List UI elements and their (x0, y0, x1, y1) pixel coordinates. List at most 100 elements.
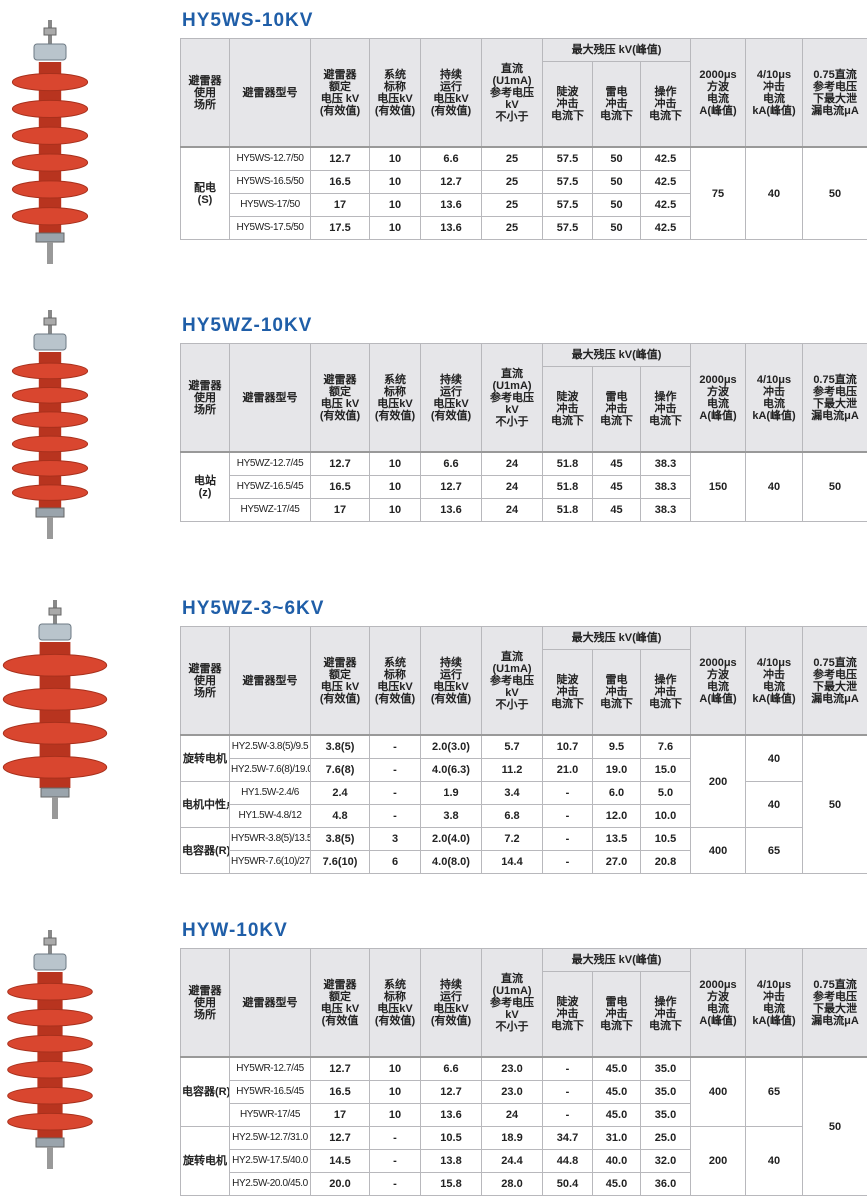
value-cell: 12.7 (311, 1127, 370, 1150)
value-cell: 7.6 (641, 735, 691, 759)
value-cell: 17 (311, 194, 370, 217)
model-cell: HY5WR-7.6(10)/27.0 (230, 851, 311, 874)
arrester-product-image (10, 20, 90, 265)
value-cell: 57.5 (543, 217, 593, 240)
value-cell: 57.5 (543, 194, 593, 217)
value-cell: 6.6 (421, 147, 482, 171)
value-cell: 12.7 (311, 452, 370, 476)
value-cell: 45 (593, 476, 641, 499)
value-cell: 6 (370, 851, 421, 874)
value-cell: 65 (746, 1057, 803, 1127)
header-lightning: 雷电冲击电流下 (593, 62, 641, 148)
value-cell: 20.8 (641, 851, 691, 874)
value-cell: 40 (746, 452, 803, 522)
header-switching: 操作冲击电流下 (641, 650, 691, 736)
value-cell: 2.4 (311, 782, 370, 805)
value-cell: 3.8(5) (311, 735, 370, 759)
value-cell: - (543, 782, 593, 805)
value-cell: 51.8 (543, 476, 593, 499)
value-cell: 10 (370, 1104, 421, 1127)
model-cell: HY5WS-16.5/50 (230, 171, 311, 194)
value-cell: - (543, 805, 593, 828)
value-cell: 45.0 (593, 1104, 641, 1127)
value-cell: 44.8 (543, 1150, 593, 1173)
table-row: 电机中性点HY1.5W-2.4/62.4-1.93.4-6.05.040 (181, 782, 867, 805)
value-cell: 6.6 (421, 452, 482, 476)
value-cell: 38.3 (641, 499, 691, 522)
header-lightning: 雷电冲击电流下 (593, 972, 641, 1058)
spec-table: 避雷器使用场所避雷器型号避雷器额定电压 kV(有效值)系统标称电压kV(有效值)… (180, 626, 867, 874)
value-cell: 6.6 (421, 1057, 482, 1081)
value-cell: 38.3 (641, 452, 691, 476)
header-system-voltage: 系统标称电压kV(有效值) (370, 627, 421, 736)
value-cell: 5.7 (482, 735, 543, 759)
value-cell: 200 (691, 735, 746, 828)
value-cell: 15.8 (421, 1173, 482, 1196)
value-cell: 35.0 (641, 1057, 691, 1081)
section-title: HYW-10KV (182, 920, 288, 942)
header-max-residual: 最大残压 kV(峰值) (543, 949, 691, 972)
model-cell: HY5WZ-16.5/45 (230, 476, 311, 499)
header-steep-wave: 陡波冲击电流下 (543, 650, 593, 736)
place-cell: 电容器(R) (181, 1057, 230, 1127)
value-cell: 27.0 (593, 851, 641, 874)
value-cell: 12.7 (421, 1081, 482, 1104)
header-continuous-voltage: 持续运行电压kV(有效值) (421, 344, 482, 453)
value-cell: - (370, 1173, 421, 1196)
value-cell: 40 (746, 147, 803, 240)
spec-table: 避雷器使用场所避雷器型号避雷器额定电压 kV(有效值)系统标称电压kV(有效值)… (180, 38, 867, 240)
value-cell: 23.0 (482, 1057, 543, 1081)
header-continuous-voltage: 持续运行电压kV(有效值) (421, 627, 482, 736)
value-cell: 10 (370, 499, 421, 522)
model-cell: HY5WR-12.7/45 (230, 1057, 311, 1081)
value-cell: 13.6 (421, 1104, 482, 1127)
model-cell: HY5WS-17.5/50 (230, 217, 311, 240)
header-continuous-voltage: 持续运行电压kV(有效值) (421, 949, 482, 1058)
value-cell: 9.5 (593, 735, 641, 759)
value-cell: 50 (803, 1057, 867, 1196)
value-cell: 35.0 (641, 1081, 691, 1104)
header-rated-voltage: 避雷器额定电压 kV(有效值) (311, 627, 370, 736)
value-cell: 45.0 (593, 1057, 641, 1081)
value-cell: 25 (482, 171, 543, 194)
model-cell: HY2.5W-20.0/45.0 (230, 1173, 311, 1196)
value-cell: 13.5 (593, 828, 641, 851)
value-cell: 400 (691, 1057, 746, 1127)
value-cell: 65 (746, 828, 803, 874)
value-cell: 12.7 (421, 171, 482, 194)
value-cell: 42.5 (641, 147, 691, 171)
value-cell: 51.8 (543, 499, 593, 522)
value-cell: 3.8 (421, 805, 482, 828)
value-cell: 24 (482, 499, 543, 522)
header-place: 避雷器使用场所 (181, 344, 230, 453)
value-cell: 14.4 (482, 851, 543, 874)
value-cell: 10 (370, 476, 421, 499)
value-cell: 50 (803, 452, 867, 522)
value-cell: 42.5 (641, 217, 691, 240)
value-cell: 24.4 (482, 1150, 543, 1173)
value-cell: 16.5 (311, 476, 370, 499)
header-place: 避雷器使用场所 (181, 39, 230, 148)
value-cell: 40.0 (593, 1150, 641, 1173)
value-cell: 50 (803, 147, 867, 240)
value-cell: - (370, 782, 421, 805)
place-cell: 配电(S) (181, 147, 230, 240)
value-cell: 3.4 (482, 782, 543, 805)
header-steep-wave: 陡波冲击电流下 (543, 62, 593, 148)
model-cell: HY5WS-12.7/50 (230, 147, 311, 171)
spec-table: 避雷器使用场所避雷器型号避雷器额定电压 kV(有效值系统标称电压kV(有效值)持… (180, 948, 867, 1196)
value-cell: 45 (593, 452, 641, 476)
value-cell: 4.0(8.0) (421, 851, 482, 874)
value-cell: 18.9 (482, 1127, 543, 1150)
value-cell: 34.7 (543, 1127, 593, 1150)
place-cell: 旋转电机 (181, 1127, 230, 1196)
value-cell: 25.0 (641, 1127, 691, 1150)
